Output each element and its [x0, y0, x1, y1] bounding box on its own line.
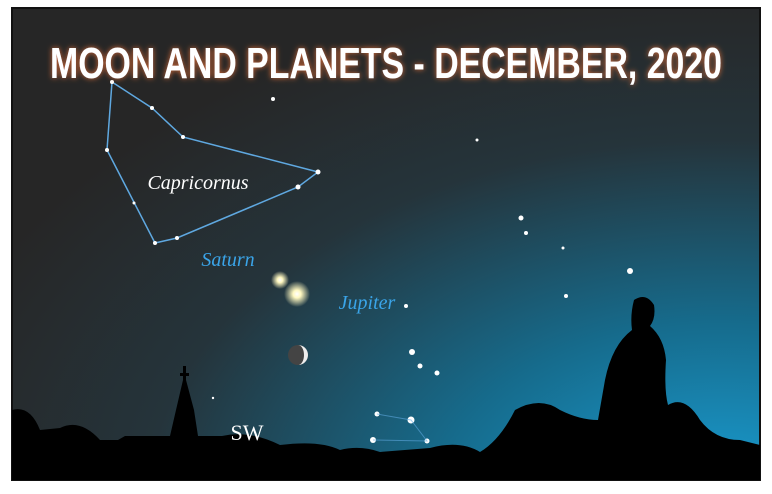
- saturn: [271, 271, 289, 289]
- constellation-label: Capricornus: [147, 172, 248, 194]
- illustration: MOON AND PLANETS - DECEMBER, 2020 Capric…: [0, 0, 772, 494]
- jupiter: [284, 281, 310, 307]
- saturn-label: Saturn: [201, 249, 254, 271]
- direction-label: SW: [231, 420, 264, 445]
- page: MOON AND PLANETS - DECEMBER, 2020 Capric…: [0, 0, 772, 494]
- moon: [288, 345, 308, 365]
- title: MOON AND PLANETS - DECEMBER, 2020: [50, 39, 722, 88]
- jupiter-label: Jupiter: [339, 292, 396, 314]
